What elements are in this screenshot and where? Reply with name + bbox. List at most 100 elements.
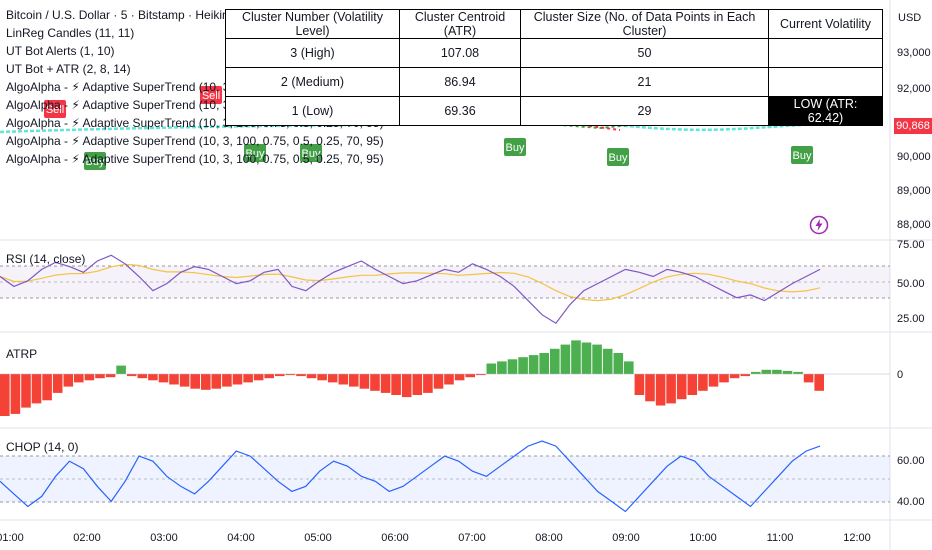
sell-signal-label: Sell bbox=[202, 90, 220, 102]
atrp-bar bbox=[613, 353, 624, 374]
time-tick-label: 08:00 bbox=[535, 532, 563, 544]
rsi-pane[interactable] bbox=[0, 254, 890, 324]
atrp-bar bbox=[401, 374, 412, 398]
time-tick-label: 09:00 bbox=[612, 532, 640, 544]
atrp-bar bbox=[391, 374, 401, 395]
header-cluster-size: Cluster Size (No. of Data Points in Each… bbox=[520, 9, 769, 39]
price-tick-label: 88,000 bbox=[897, 219, 931, 231]
cell-size: 29 bbox=[520, 96, 769, 126]
legend-linreg[interactable]: LinReg Candles (11, 11) bbox=[6, 26, 135, 40]
cell-cluster: 3 (High) bbox=[225, 38, 400, 68]
atrp-bar bbox=[126, 374, 137, 377]
legend-supertrend-5[interactable]: AlgoAlpha - ⚡ Adaptive SuperTrend (10, 3… bbox=[6, 152, 384, 166]
indicator-axis[interactable]: 75.00 50.00 25.00 0 60.00 40.00 bbox=[897, 239, 925, 508]
cell-centroid: 107.08 bbox=[399, 38, 521, 68]
rsi-tick-label: 50.00 bbox=[897, 278, 925, 290]
buy-signal-label: Buy bbox=[246, 148, 265, 160]
atrp-pane[interactable] bbox=[0, 340, 824, 416]
atrp-bar bbox=[581, 342, 592, 374]
cell-centroid: 86.94 bbox=[399, 67, 521, 97]
table-row: 1 (Low) 69.36 29 LOW (ATR: 62.42) bbox=[225, 96, 883, 126]
rsi-ma-line bbox=[0, 263, 821, 302]
atrp-bar bbox=[380, 374, 391, 393]
atrp-pane-label[interactable]: ATRP bbox=[6, 347, 38, 361]
chop-pane-label[interactable]: CHOP (14, 0) bbox=[6, 440, 79, 454]
lightning-icon[interactable] bbox=[809, 215, 829, 235]
chop-pane[interactable] bbox=[0, 440, 890, 513]
symbol-title[interactable]: Bitcoin / U.S. Dollar · 5 · Bitstamp · H… bbox=[6, 8, 255, 22]
atrp-bar bbox=[454, 374, 465, 381]
time-tick-label: 04:00 bbox=[227, 532, 255, 544]
price-tick-label: 93,000 bbox=[897, 47, 931, 59]
chop-tick-label: 40.00 bbox=[897, 496, 925, 508]
time-axis[interactable]: 01:00 02:00 03:00 04:00 05:00 06:00 07:00 08:00… bbox=[0, 532, 871, 544]
atrp-bar bbox=[264, 374, 274, 379]
atrp-bar bbox=[751, 371, 761, 374]
price-tick-label: 90,000 bbox=[897, 151, 931, 163]
atrp-bar bbox=[285, 374, 296, 376]
current-volatility-badge: LOW (ATR: 62.42) bbox=[768, 96, 883, 126]
atrp-bar bbox=[222, 374, 232, 387]
atrp-bar bbox=[571, 340, 581, 374]
atrp-bar bbox=[803, 374, 814, 383]
atrp-bar bbox=[253, 374, 264, 381]
last-price-tag: 90,868 bbox=[894, 118, 932, 134]
atrp-tick-label: 0 bbox=[897, 369, 903, 381]
chop-line bbox=[0, 440, 821, 513]
time-tick-label: 07:00 bbox=[458, 532, 486, 544]
atrp-bar bbox=[634, 374, 645, 395]
atrp-bar bbox=[624, 361, 634, 374]
atrp-bar bbox=[645, 374, 655, 402]
time-tick-label: 05:00 bbox=[304, 532, 332, 544]
atrp-bar bbox=[74, 374, 84, 383]
atrp-bar bbox=[190, 374, 200, 389]
cell-cluster: 1 (Low) bbox=[225, 96, 400, 126]
atrp-bar bbox=[201, 374, 211, 390]
buy-signal-badge bbox=[300, 144, 322, 162]
atrp-bar bbox=[0, 374, 10, 416]
rsi-tick-label: 25.00 bbox=[897, 313, 925, 325]
cluster-table-header: Cluster Number (Volatility Level) Cluste… bbox=[225, 9, 883, 39]
atrp-bar bbox=[560, 344, 571, 374]
buy-signal-badge bbox=[84, 152, 106, 170]
atrp-bar bbox=[148, 374, 158, 381]
cell-current bbox=[768, 38, 883, 68]
cell-centroid: 69.36 bbox=[399, 96, 521, 126]
header-cluster-number: Cluster Number (Volatility Level) bbox=[225, 9, 400, 39]
time-tick-label: 11:00 bbox=[767, 532, 794, 544]
legend-supertrend-4[interactable]: AlgoAlpha - ⚡ Adaptive SuperTrend (10, 3… bbox=[6, 134, 384, 148]
atrp-bar bbox=[137, 374, 148, 379]
atrp-bar bbox=[243, 374, 253, 383]
atrp-bar bbox=[687, 374, 698, 395]
atrp-bar bbox=[772, 369, 782, 374]
currency-label[interactable]: USD bbox=[898, 12, 922, 24]
atrp-bar bbox=[592, 344, 602, 374]
legend-utbot[interactable]: UT Bot Alerts (1, 10) bbox=[6, 44, 115, 58]
atrp-bar bbox=[666, 374, 676, 404]
time-tick-label: 10:00 bbox=[689, 532, 717, 544]
atrp-bar bbox=[433, 374, 444, 389]
atrp-bar bbox=[10, 374, 21, 414]
atrp-bar bbox=[740, 374, 750, 377]
rsi-line bbox=[0, 254, 821, 324]
time-tick-label: 03:00 bbox=[150, 532, 178, 544]
atrp-bar bbox=[729, 374, 740, 379]
atrp-bar bbox=[63, 374, 74, 387]
legend-utbot-atr[interactable]: UT Bot + ATR (2, 8, 14) bbox=[6, 62, 131, 76]
atrp-bar bbox=[528, 355, 539, 374]
atrp-bar bbox=[31, 374, 42, 404]
atrp-bar bbox=[370, 374, 380, 391]
atrp-bar bbox=[518, 357, 528, 374]
atrp-bar bbox=[95, 374, 105, 379]
buy-signal-label: Buy bbox=[86, 156, 105, 168]
price-tick-label: 89,000 bbox=[897, 185, 931, 197]
cell-size: 21 bbox=[520, 67, 769, 97]
rsi-pane-label[interactable]: RSI (14, close) bbox=[6, 252, 86, 266]
atrp-bar bbox=[232, 374, 243, 385]
atrp-bar bbox=[465, 374, 475, 378]
atrp-bar bbox=[444, 374, 454, 385]
header-cluster-centroid: Cluster Centroid (ATR) bbox=[399, 9, 521, 39]
